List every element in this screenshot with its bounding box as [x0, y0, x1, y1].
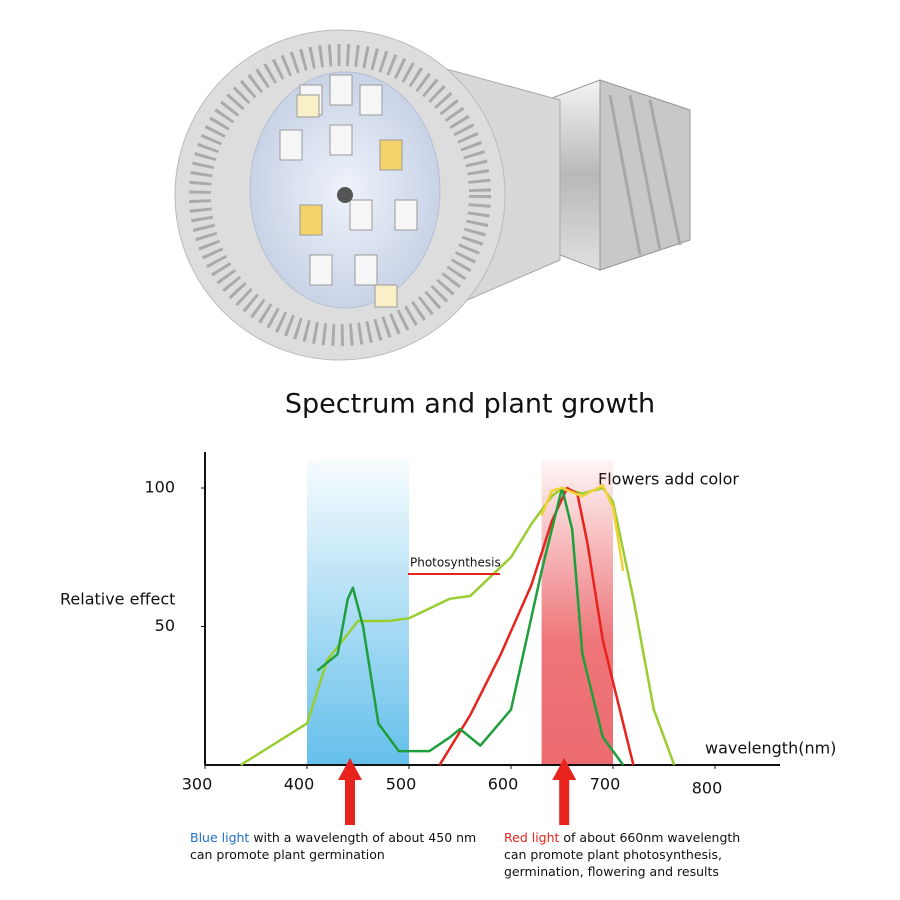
x-tick-label: 700: [590, 775, 621, 794]
series-line: [240, 486, 676, 767]
x-tick-label: 400: [284, 775, 315, 794]
x-tick-label: 600: [488, 775, 519, 794]
note: Blue light with a wavelength of about 45…: [190, 830, 476, 862]
y-tick-label: 50: [155, 616, 175, 635]
note-text: can promote plant photosynthesis,: [504, 847, 722, 862]
arrow: [552, 758, 577, 825]
spectrum-band: [541, 460, 613, 765]
x-axis-label: wavelength(nm): [705, 739, 836, 758]
series-line: [540, 483, 625, 572]
x-tick-label: 800: [692, 779, 723, 798]
note-text: germination, flowering and results: [504, 864, 719, 879]
note-highlight: Blue light: [190, 830, 249, 845]
bulb-illustration: [174, 29, 691, 361]
arrow: [338, 758, 362, 825]
series-line: [316, 486, 625, 766]
note-text: can promote plant germination: [190, 847, 385, 862]
annotation: Flowers add color: [598, 470, 739, 489]
note-highlight: Red light: [504, 830, 560, 845]
spectrum-band: [307, 460, 409, 765]
note-text: of about 660nm wavelength: [559, 830, 740, 845]
y-axis-label: Relative effect: [60, 590, 175, 609]
series-line: [438, 486, 635, 766]
legend-label: Photosynthesis: [410, 556, 501, 570]
chart-title: Spectrum and plant growth: [285, 389, 655, 420]
y-tick-label: 100: [144, 478, 175, 497]
note: Red light of about 660nm wavelength can p…: [504, 830, 740, 879]
x-tick-label: 500: [386, 775, 417, 794]
x-tick-label: 300: [182, 775, 213, 794]
note-text: with a wavelength of about 450 nm: [249, 830, 476, 845]
